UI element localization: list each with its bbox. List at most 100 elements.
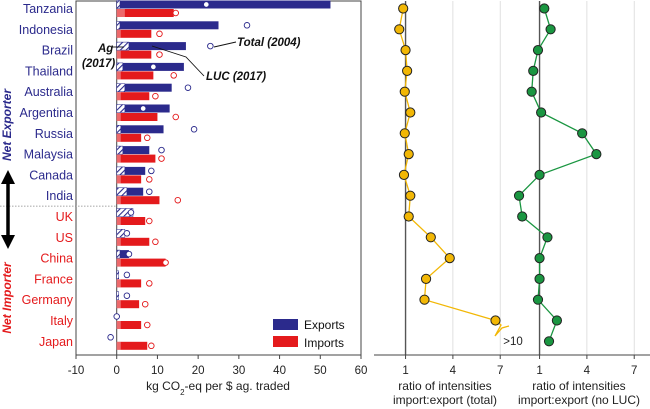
ratio-noluc-point <box>539 3 550 14</box>
export-total-2004-marker <box>190 126 198 133</box>
country-label: Tanzania <box>23 2 73 16</box>
export-total-2004-marker <box>127 209 135 216</box>
import-ag-part <box>116 154 121 163</box>
ratio-total-point <box>420 273 432 284</box>
import-total-2004-marker <box>170 72 177 79</box>
export-ag-hatch <box>116 166 126 176</box>
import-bar <box>116 258 166 267</box>
export-ag-hatch <box>116 270 120 280</box>
annotation-total-leader <box>213 41 237 48</box>
x-axis-label: kg CO2-eq per $ ag. traded <box>146 379 290 397</box>
export-ag-hatch <box>116 62 124 72</box>
export-total-2004-marker <box>150 63 157 71</box>
ratio-total-point <box>419 294 430 305</box>
x-tick-label: 60 <box>355 365 368 377</box>
ratio-noluc-point <box>534 169 545 180</box>
import-total-2004-marker <box>146 217 153 225</box>
ratio-noluc-point <box>513 190 525 201</box>
ratio-total-point <box>398 169 410 180</box>
country-label: China <box>40 252 73 266</box>
country-label: Argentina <box>19 106 73 120</box>
ratio-x-tick-label: 7 <box>497 365 503 377</box>
import-bar <box>116 71 154 80</box>
import-total-2004-marker <box>152 238 159 246</box>
arrow-head-up <box>1 170 15 184</box>
ratio-total-point <box>490 315 501 326</box>
export-ag-hatch <box>116 229 126 238</box>
x-tick-label: 40 <box>273 365 286 377</box>
export-total-2004-marker <box>123 271 131 279</box>
ratio-x-tick-label: 7 <box>631 365 637 377</box>
x-tick-label: 10 <box>151 365 164 377</box>
export-total-2004-marker <box>139 105 147 112</box>
export-ag-hatch <box>116 104 126 113</box>
ratio-noluc-point <box>526 86 537 97</box>
import-ag-part <box>116 196 121 205</box>
export-total-2004-marker <box>146 188 153 195</box>
ratio-noluc-point <box>517 211 528 222</box>
country-label: Canada <box>29 168 73 182</box>
export-total-2004-marker <box>123 230 131 237</box>
ratio-total-point <box>402 65 413 77</box>
import-total-2004-marker <box>143 321 151 329</box>
import-bar <box>116 175 142 184</box>
x-tick-label: 50 <box>314 365 327 377</box>
net-exporter-label: Net Exporter <box>0 88 14 161</box>
import-bar <box>116 341 148 350</box>
country-label: Indonesia <box>19 23 73 37</box>
import-total-2004-marker <box>146 280 153 287</box>
ratio-line <box>518 8 598 342</box>
export-bar <box>116 21 219 30</box>
ratio-x-tick-label: 4 <box>584 365 591 377</box>
import-total-2004-marker <box>172 9 179 17</box>
x-tick-label: 0 <box>114 365 120 377</box>
ratio-total-point <box>399 86 410 97</box>
ratio-noluc-point <box>542 232 553 243</box>
export-total-2004-marker <box>148 167 155 175</box>
import-ag-part <box>116 113 121 121</box>
x-tick-label: -10 <box>68 365 85 377</box>
import-ag-part <box>116 92 121 101</box>
export-ag-hatch <box>116 291 120 300</box>
import-bar <box>116 133 142 142</box>
x-tick-label: 30 <box>232 365 245 377</box>
import-ag-part <box>116 9 125 17</box>
country-label: India <box>46 189 73 203</box>
export-total-2004-marker <box>107 334 114 341</box>
ratio-noluc-point <box>534 273 545 284</box>
annotation-ag-year: (2017) <box>82 58 115 70</box>
bar-chart-panel: -10 0 10 20 30 40 50 60 kg CO2-eq per $ ag. trad… <box>0 0 368 397</box>
annotation-luc-leader <box>151 45 205 77</box>
export-ag-hatch <box>116 249 121 259</box>
export-ag-hatch <box>116 21 121 30</box>
export-total-2004-marker <box>125 250 133 258</box>
country-label: US <box>56 231 73 245</box>
country-label: Russia <box>35 127 73 141</box>
ratio-total-point <box>403 149 414 160</box>
import-ag-part <box>116 258 121 267</box>
import-ag-part <box>116 300 121 309</box>
import-total-2004-marker <box>156 51 163 58</box>
country-label: Italy <box>50 314 74 328</box>
import-bar <box>116 92 150 101</box>
annotation-luc-2017: LUC (2017) <box>206 71 266 83</box>
legend-swatch-imports <box>273 336 298 347</box>
export-bar <box>116 166 146 175</box>
country-label: Japan <box>39 335 73 349</box>
import-bar <box>116 9 174 17</box>
import-bar <box>116 300 140 309</box>
export-total-2004-marker <box>243 22 251 29</box>
legend-label-imports: Imports <box>304 336 344 350</box>
ratio-x-axis-label-line2: import:export (total) <box>393 393 497 407</box>
import-total-2004-marker <box>156 30 163 38</box>
ratio-total-point <box>425 232 436 243</box>
annotation-total-2004: Total (2004) <box>237 37 301 49</box>
ratio-total-point <box>405 107 416 118</box>
export-total-2004-marker <box>203 1 210 8</box>
import-bar <box>116 113 158 121</box>
ratio-noluc-point <box>532 294 544 305</box>
export-total-2004-marker <box>184 84 192 91</box>
ratio-noluc-point <box>591 149 602 160</box>
import-total-2004-marker <box>152 92 159 100</box>
